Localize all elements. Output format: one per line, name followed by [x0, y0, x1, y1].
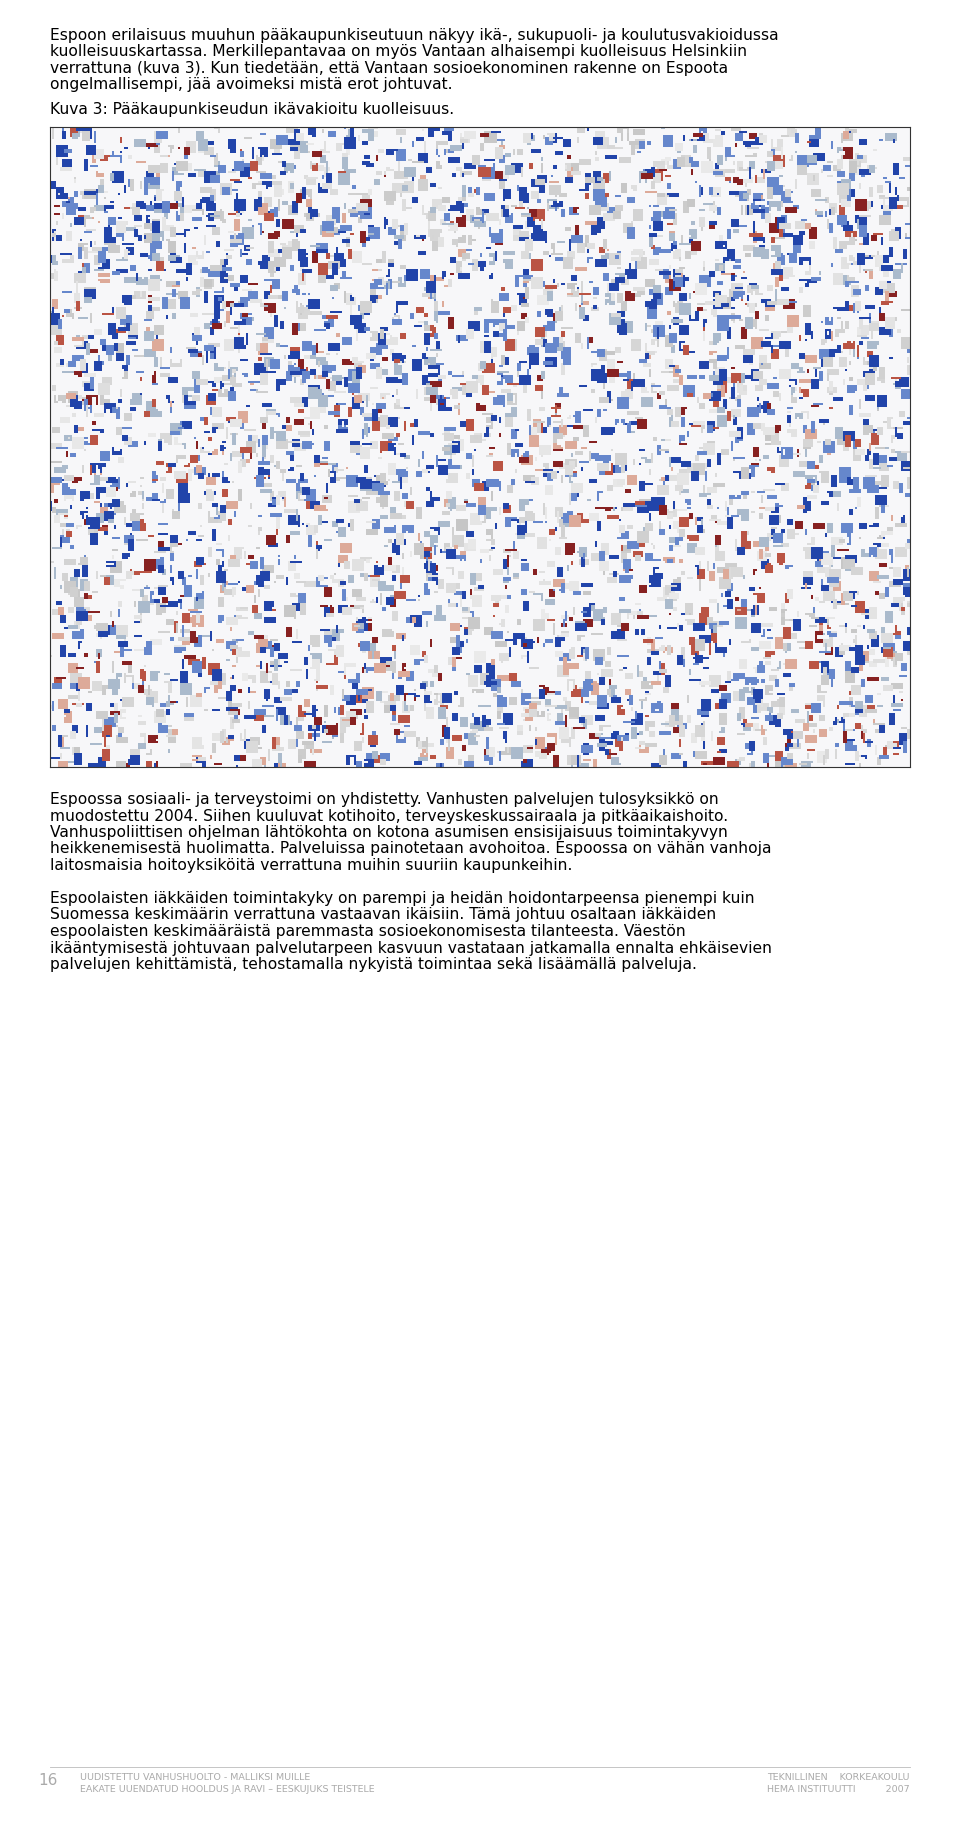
Text: UUDISTETTU VANHUSHUOLTO - MALLIKSI MUILLE: UUDISTETTU VANHUSHUOLTO - MALLIKSI MUILL…	[80, 1773, 310, 1782]
Bar	[538, 545, 556, 558]
Text: Miehet ja naiset: Miehet ja naiset	[439, 508, 533, 523]
Text: Otoskoko 30: Otoskoko 30	[460, 527, 533, 539]
Bar	[538, 527, 556, 541]
Text: 0,71 - 0,77: 0,71 - 0,77	[577, 527, 641, 539]
Bar	[538, 563, 556, 576]
Text: HEMA INSTITUUTTI          2007: HEMA INSTITUUTTI 2007	[767, 1785, 910, 1795]
Text: Kaikki ikäluokat: Kaikki ikäluokat	[440, 545, 533, 558]
Text: Vanhuspoliittisen ohjelman lähtökohta on kotona asumisen ensisijaisuus toimintak: Vanhuspoliittisen ohjelman lähtökohta on…	[50, 826, 728, 840]
Text: TEKNILLINEN    KORKEAKOULU: TEKNILLINEN KORKEAKOULU	[767, 1773, 910, 1782]
Text: espoolaisten keskimääräistä paremmasta sosioekonomisesta tilanteesta. Väestön: espoolaisten keskimääräistä paremmasta s…	[50, 925, 685, 940]
Text: Kuva 3: Pääkaupunkiseudun ikävakioitu kuolleisuus.: Kuva 3: Pääkaupunkiseudun ikävakioitu ku…	[50, 103, 454, 117]
Text: Suomessa keskimäärin verrattuna vastaavan ikäisiin. Tämä johtuu osaltaan iäkkäid: Suomessa keskimäärin verrattuna vastaava…	[50, 908, 716, 923]
Text: 1,33 - 7,95: 1,33 - 7,95	[577, 617, 641, 629]
Text: palvelujen kehittämistä, tehostamalla nykyistä toimintaa sekä lisäämällä palvelu: palvelujen kehittämistä, tehostamalla ny…	[50, 958, 697, 973]
Text: Espoossa sosiaali- ja terveystoimi on yhdistetty. Vanhusten palvelujen tulosyksi: Espoossa sosiaali- ja terveystoimi on yh…	[50, 793, 719, 807]
Text: 0,13 - 0,7: 0,13 - 0,7	[577, 508, 634, 523]
Text: Espoon erilaisuus muuhun pääkaupunkiseutuun näkyy ikä-, sukupuoli- ja koulutusva: Espoon erilaisuus muuhun pääkaupunkiseut…	[50, 28, 779, 42]
Text: 2001-2005: 2001-2005	[469, 492, 533, 505]
Text: 16: 16	[38, 1773, 58, 1787]
Text: 1,25 - 1,32: 1,25 - 1,32	[577, 598, 641, 613]
Text: Espoolaisten iäkkäiden toimintakyky on parempi ja heidän hoidontarpeensa pienemp: Espoolaisten iäkkäiden toimintakyky on p…	[50, 892, 755, 906]
Text: 0,78 - 0,83: 0,78 - 0,83	[577, 545, 640, 558]
Text: ongelmallisempi, jää avoimeksi mistä erot johtuvat.: ongelmallisempi, jää avoimeksi mistä ero…	[50, 77, 452, 92]
Text: laitosmaisia hoitoyksiköitä verrattuna muihin suuriin kaupunkeihin.: laitosmaisia hoitoyksiköitä verrattuna m…	[50, 859, 572, 873]
Text: Kaikki kuolemat: Kaikki kuolemat	[536, 473, 649, 486]
Text: EAKATE UUENDATUD HOOLDUS JA RAVI – EESKUJUKS TEISTELE: EAKATE UUENDATUD HOOLDUS JA RAVI – EESKU…	[80, 1785, 374, 1795]
Bar	[538, 598, 556, 613]
Bar	[538, 580, 556, 595]
Text: 1,18 - 1,24: 1,18 - 1,24	[577, 582, 641, 595]
Text: Suhteellinen riski: Suhteellinen riski	[536, 488, 659, 501]
Text: verrattuna (kuva 3). Kun tiedetään, että Vantaan sosioekonominen rakenne on Espo: verrattuna (kuva 3). Kun tiedetään, että…	[50, 61, 728, 75]
Text: heikkenemisestä huolimatta. Palveluissa painotetaan avohoitoa. Espoossa on vähän: heikkenemisestä huolimatta. Palveluissa …	[50, 842, 772, 857]
Bar	[538, 508, 556, 523]
Text: Ruutukoko 250m: Ruutukoko 250m	[433, 563, 533, 576]
Text: 0,84 - 1,17: 0,84 - 1,17	[577, 563, 641, 576]
Text: ikääntymisestä johtuvaan palvelutarpeen kasvuun vastataan jatkamalla ennalta ehk: ikääntymisestä johtuvaan palvelutarpeen …	[50, 941, 772, 956]
Bar	[538, 617, 556, 631]
Text: kuolleisuuskartassa. Merkillepantavaa on myös Vantaan alhaisempi kuolleisuus Hel: kuolleisuuskartassa. Merkillepantavaa on…	[50, 44, 747, 59]
Text: muodostettu 2004. Siihen kuuluvat kotihoito, terveyskeskussairaala ja pitkäaikai: muodostettu 2004. Siihen kuuluvat kotiho…	[50, 809, 728, 824]
